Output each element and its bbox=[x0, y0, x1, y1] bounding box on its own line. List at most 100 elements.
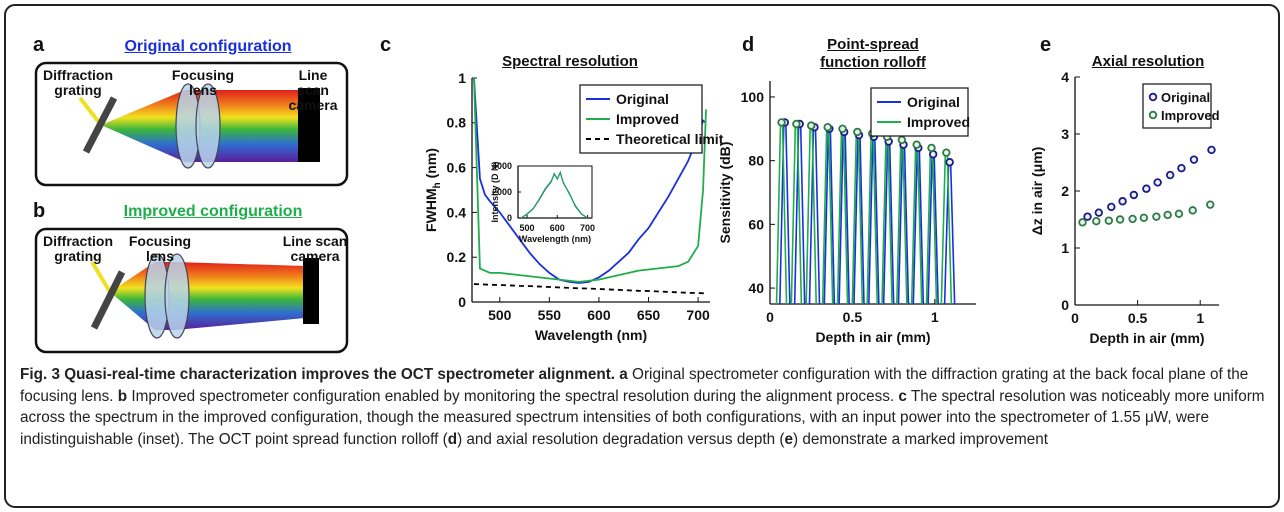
marker bbox=[823, 122, 832, 132]
chart: 0 0.5 1 40 60 80 100 Depth in air (mm) Sensitivi… bbox=[717, 81, 976, 345]
series-line bbox=[473, 283, 707, 295]
marker bbox=[853, 127, 862, 137]
y-tick-label: 2 bbox=[1061, 183, 1069, 199]
panel-label: a bbox=[33, 34, 45, 56]
y-tick-label: 100 bbox=[741, 89, 765, 105]
y-axis-label: Sensitivity (dB) bbox=[717, 142, 733, 244]
diagram-b bbox=[34, 227, 349, 354]
caption-text: c bbox=[898, 387, 907, 405]
panel-label: c bbox=[380, 34, 392, 56]
y-tick-label: 0 bbox=[1061, 297, 1069, 313]
caption-text: Fig. 3 Quasi-real-time characterization … bbox=[20, 366, 628, 383]
y-tick-label: 0.6 bbox=[447, 160, 467, 176]
marker bbox=[1128, 214, 1137, 224]
diagram-label: Line scan camera bbox=[282, 233, 348, 264]
x-tick-label: 500 bbox=[488, 307, 512, 323]
chart-title: Axial resolution bbox=[1091, 53, 1205, 70]
panel-title: Improved configuration bbox=[123, 203, 303, 220]
y-tick-label: 4000 bbox=[492, 161, 512, 171]
panel-label: d bbox=[742, 34, 755, 56]
legend: Original Improved bbox=[870, 87, 970, 137]
y-axis-label-text: FWHM bbox=[423, 188, 439, 232]
marker bbox=[1094, 208, 1103, 217]
legend-label: Original bbox=[1161, 90, 1210, 105]
y-tick-label: 0 bbox=[458, 294, 466, 310]
x-tick-label: 650 bbox=[637, 307, 661, 323]
diagram-label: Diffraction grating bbox=[43, 67, 113, 98]
caption-text: ) demonstrate a marked improvement bbox=[792, 430, 1049, 448]
y-axis-label: FWHMh (nm) bbox=[423, 148, 443, 232]
marker bbox=[1188, 206, 1197, 215]
legend-label: Improved bbox=[616, 111, 679, 127]
x-axis-label: Depth in air (mm) bbox=[1089, 330, 1204, 346]
marker bbox=[1177, 163, 1186, 173]
chart-title: Point-spread function rolloff bbox=[820, 36, 926, 71]
diagram-label: Diffraction grating bbox=[43, 233, 113, 264]
legend-label: Improved bbox=[907, 114, 970, 130]
series-line bbox=[520, 171, 588, 218]
panel-label: b bbox=[33, 200, 46, 222]
marker bbox=[1139, 213, 1149, 222]
diagram-label: Focusing lens bbox=[128, 233, 192, 264]
series-line bbox=[473, 77, 707, 284]
caption-text: The spectral resolution was noticeably m… bbox=[20, 387, 1269, 448]
x-tick-label: 500 bbox=[520, 223, 535, 233]
x-tick-label: 0.5 bbox=[843, 309, 863, 325]
x-tick-label: 0 bbox=[1071, 310, 1079, 326]
x-tick-label: 1 bbox=[1196, 310, 1204, 326]
marker bbox=[1083, 212, 1092, 221]
caption-text: ) and axial resolution degradation versu… bbox=[457, 430, 785, 448]
y-tick-label: 2000 bbox=[492, 187, 512, 197]
x-axis-label: Wavelength (nm) bbox=[519, 234, 591, 244]
marker bbox=[792, 119, 801, 129]
legend-label: Original bbox=[907, 94, 960, 110]
legend-marker bbox=[1148, 110, 1158, 120]
y-axis-label-unit: (nm) bbox=[423, 148, 439, 178]
caption-text: d bbox=[447, 430, 458, 448]
legend-box bbox=[1142, 83, 1212, 129]
caption: Fig. 3 Quasi-real-time characterization … bbox=[20, 364, 1268, 450]
chart: 500 550 600 650 700 0 0.2 0.4 0.6 0.8 1 Wavelength … bbox=[423, 70, 724, 343]
marker bbox=[1206, 200, 1215, 209]
chart: 0 0.5 1 0 1 2 3 4 Depth in air (mm) Δz in air (μm… bbox=[1029, 69, 1220, 346]
y-axis-label: Intensity (D N) bbox=[490, 161, 500, 222]
series-line bbox=[473, 77, 707, 283]
legend: Original Improved bbox=[1142, 83, 1220, 129]
y-tick-label: 0 bbox=[507, 213, 512, 223]
marker bbox=[897, 135, 907, 145]
marker bbox=[912, 140, 921, 149]
marker bbox=[1189, 155, 1199, 164]
caption-text: Improved spectrometer configuration enab… bbox=[127, 387, 899, 405]
marker bbox=[1207, 145, 1216, 155]
diagram-label: Focusing lens bbox=[171, 67, 235, 98]
marker bbox=[942, 148, 951, 157]
legend-label: Theoretical limit bbox=[616, 131, 724, 147]
legend-label: Original bbox=[616, 91, 669, 107]
y-tick-label: 1 bbox=[1061, 240, 1069, 256]
marker bbox=[1078, 218, 1087, 227]
y-tick-label: 40 bbox=[748, 280, 764, 296]
marker bbox=[1163, 210, 1172, 220]
marker bbox=[1104, 216, 1114, 225]
figure-border bbox=[4, 4, 1280, 508]
y-tick-label: 3 bbox=[1061, 126, 1069, 142]
panel-label: e bbox=[1040, 34, 1052, 56]
x-tick-label: 0.5 bbox=[1128, 310, 1148, 326]
y-tick-label: 60 bbox=[748, 216, 764, 232]
marker bbox=[1092, 217, 1101, 226]
chart-title: Spectral resolution bbox=[502, 53, 638, 70]
x-axis-label: Depth in air (mm) bbox=[815, 329, 930, 345]
y-tick-label: 1 bbox=[458, 70, 466, 86]
legend: Original Improved Theoretical limit bbox=[579, 84, 724, 154]
chart: 500 600 700 0 2000 4000 Wavelength (nm) Intensi… bbox=[490, 161, 595, 244]
marker bbox=[1107, 202, 1116, 212]
marker bbox=[1174, 209, 1184, 218]
diagram-label: Line scan camera bbox=[288, 67, 338, 113]
marker bbox=[807, 121, 816, 130]
caption-text: e bbox=[784, 430, 793, 448]
caption-text: b bbox=[117, 387, 128, 405]
x-tick-label: 700 bbox=[686, 307, 710, 323]
y-tick-label: 4 bbox=[1061, 69, 1069, 85]
